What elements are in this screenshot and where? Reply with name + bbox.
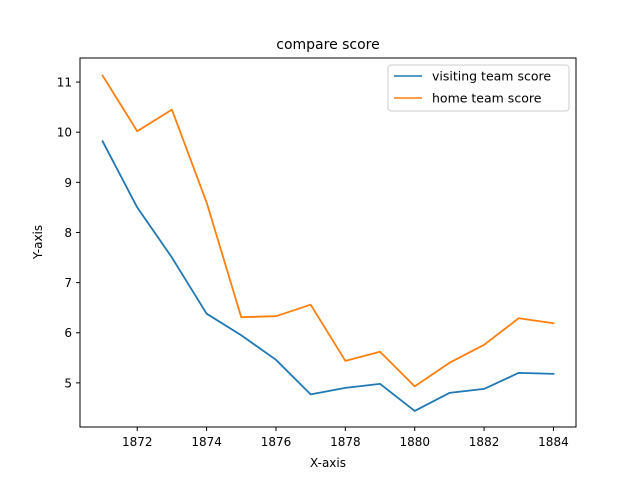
legend-box (387, 64, 570, 112)
y-tick-label: 9 (64, 176, 72, 190)
y-axis-ticks: 5 6 7 8 9 10 11 (57, 76, 80, 390)
y-tick-label: 11 (57, 76, 72, 90)
legend-label-visiting: visiting team score (432, 69, 551, 84)
legend-label-home: home team score (432, 91, 542, 106)
plot-frame (79, 57, 577, 428)
chart-title: compare score (276, 37, 380, 53)
series-line-home (101, 74, 555, 388)
x-tick-label: 1876 (261, 435, 292, 449)
x-axis-ticks: 1872 1874 1876 1878 1880 1882 1884 (122, 427, 569, 449)
x-tick-label: 1874 (191, 435, 222, 449)
x-axis-label: X-axis (310, 456, 346, 470)
x-tick-label: 1880 (399, 435, 430, 449)
series-line-visiting (101, 140, 555, 412)
x-tick-label: 1878 (330, 435, 361, 449)
x-tick-label: 1884 (538, 435, 569, 449)
y-tick-label: 6 (64, 326, 72, 340)
x-tick-label: 1882 (469, 435, 500, 449)
y-tick-label: 8 (64, 226, 72, 240)
series-lines (101, 74, 555, 412)
y-tick-label: 5 (64, 376, 72, 390)
legend: visiting team score home team score (387, 64, 570, 112)
y-tick-label: 7 (64, 276, 72, 290)
x-tick-label: 1872 (122, 435, 153, 449)
y-axis-label: Y-axis (31, 225, 45, 260)
y-tick-label: 10 (57, 126, 72, 140)
